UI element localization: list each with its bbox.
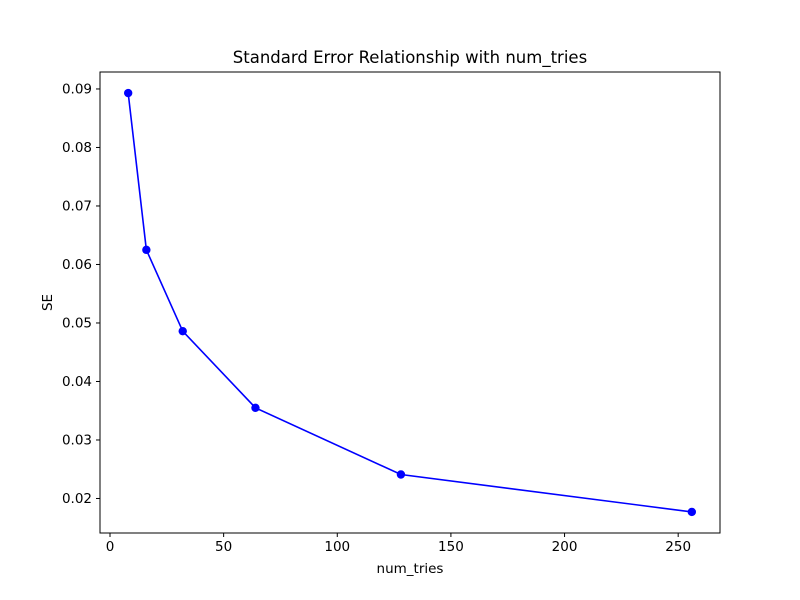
data-point (251, 403, 260, 413)
y-tick-label: 0.09 (62, 81, 92, 97)
data-point (142, 245, 151, 255)
chart-title: Standard Error Relationship with num_tri… (233, 48, 587, 68)
y-tick-label: 0.04 (62, 374, 92, 390)
x-tick-label: 100 (324, 539, 350, 555)
y-tick-label: 0.03 (62, 432, 92, 448)
y-tick-label: 0.05 (62, 315, 92, 331)
x-axis-ticks: 0 50 100 150 200 250 (106, 533, 691, 555)
y-axis-label: SE (40, 294, 56, 311)
y-tick-label: 0.07 (62, 198, 92, 214)
y-tick-label: 0.06 (62, 257, 92, 273)
x-axis-label: num_tries (377, 561, 444, 577)
y-tick-label: 0.08 (62, 140, 92, 156)
data-point (178, 326, 187, 336)
x-tick-label: 200 (552, 539, 578, 555)
data-series (123, 88, 697, 517)
x-tick-label: 0 (106, 539, 115, 555)
y-axis-ticks: 0.02 0.03 0.04 0.05 0.06 0.07 0.08 0.09 (62, 81, 100, 507)
plot-area (99, 71, 721, 534)
x-tick-label: 150 (438, 539, 464, 555)
data-point (123, 88, 133, 98)
data-point (687, 507, 697, 517)
data-point (396, 470, 406, 479)
data-line (127, 92, 692, 513)
y-tick-label: 0.02 (62, 491, 92, 507)
x-tick-label: 50 (215, 539, 232, 555)
x-tick-label: 250 (665, 539, 691, 555)
